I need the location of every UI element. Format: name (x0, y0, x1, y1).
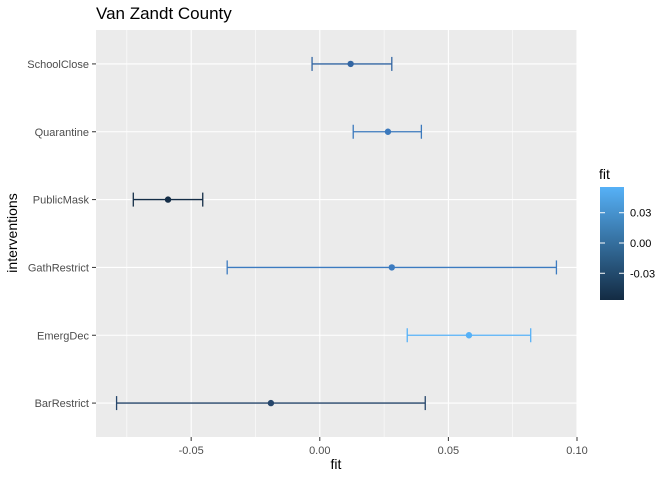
y-axis-ticks: SchoolClose Quarantine PublicMask GathRestr… (27, 59, 96, 410)
point-publicmask (164, 196, 172, 203)
y-tick-label: Quarantine (35, 127, 89, 139)
chart-title: Van Zandt County (96, 4, 232, 23)
y-tick-label: GathRestrict (28, 262, 89, 274)
y-tick-label: BarRestrict (35, 398, 89, 410)
errorbar-schoolclose (311, 56, 393, 71)
errorbar-quarantine (352, 124, 423, 139)
x-tick-label: 0.10 (566, 445, 587, 457)
y-axis-title: interventions (4, 193, 20, 272)
legend-label: -0.03 (630, 268, 655, 280)
x-tick-label: -0.05 (179, 445, 204, 457)
legend-label: 0.00 (630, 238, 651, 250)
legend-title: fit (599, 166, 610, 182)
legend-ticks: 0.03 0.00 -0.03 (600, 208, 655, 280)
point-barrestrict (267, 399, 275, 407)
minor-gridlines (126, 30, 513, 437)
y-tick-label: SchoolClose (27, 59, 89, 71)
x-tick-label: 0.00 (309, 445, 330, 457)
point-quarantine (384, 128, 392, 135)
x-tick-label: 0.05 (438, 445, 459, 457)
y-tick-label: EmergDec (37, 330, 89, 342)
point-emergdec (465, 332, 473, 339)
errorbar-emergdec (406, 328, 532, 343)
x-axis-ticks: -0.05 0.00 0.05 0.10 (179, 437, 588, 457)
errorbar-publicmask (132, 192, 204, 207)
legend-label: 0.03 (630, 208, 651, 220)
legend: fit 0.03 0.00 -0.03 (599, 166, 655, 300)
point-schoolclose (347, 60, 354, 68)
point-gathrestrict (388, 264, 396, 271)
y-tick-label: PublicMask (33, 195, 90, 207)
plot-panel (96, 30, 577, 437)
chart-marks (115, 56, 558, 411)
x-axis-title: fit (331, 456, 342, 472)
legend-colorbar (600, 187, 624, 300)
errorbar-barrestrict (115, 396, 426, 411)
errorbar-gathrestrict (226, 260, 558, 275)
